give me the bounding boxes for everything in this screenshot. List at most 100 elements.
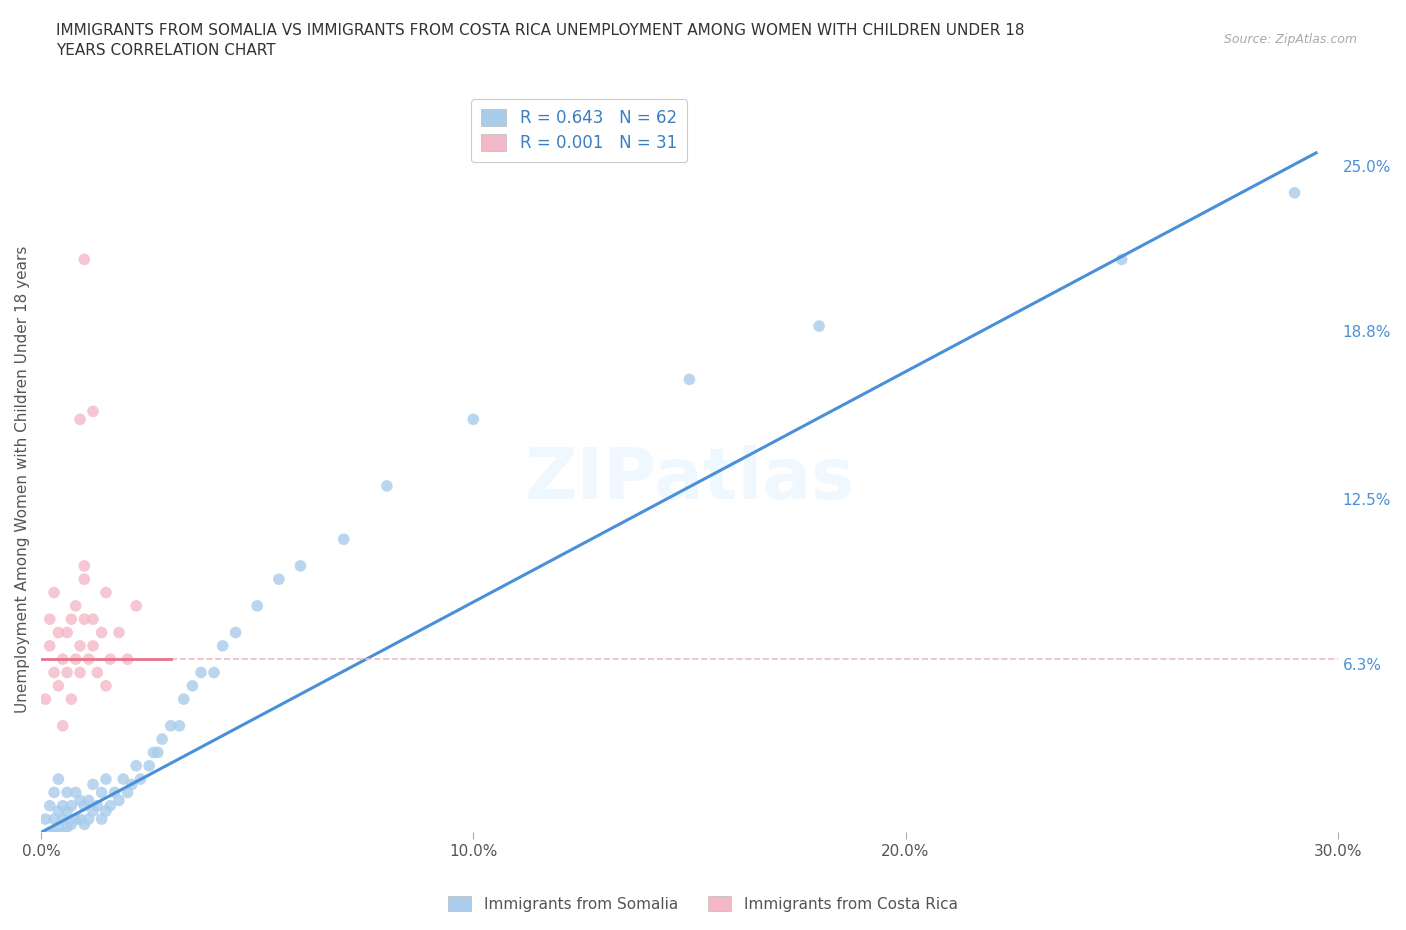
- Point: [94, 678, 117, 693]
- Point: [52, 812, 75, 827]
- Point: [56, 625, 79, 640]
- Point: [65, 785, 87, 800]
- Point: [77, 652, 100, 667]
- Point: [73, 252, 96, 267]
- Point: [112, 772, 135, 787]
- Point: [90, 625, 112, 640]
- Point: [94, 585, 117, 600]
- Text: ZIPatlas: ZIPatlas: [524, 445, 855, 513]
- Point: [48, 772, 70, 787]
- Point: [82, 612, 104, 627]
- Point: [159, 718, 181, 733]
- Point: [125, 598, 148, 613]
- Point: [86, 665, 108, 680]
- Point: [69, 665, 91, 680]
- Point: [108, 793, 131, 808]
- Point: [60, 798, 83, 813]
- Point: [56, 665, 79, 680]
- Point: [142, 745, 165, 760]
- Point: [52, 718, 75, 733]
- Point: [98, 798, 121, 813]
- Point: [73, 817, 96, 831]
- Text: IMMIGRANTS FROM SOMALIA VS IMMIGRANTS FROM COSTA RICA UNEMPLOYMENT AMONG WOMEN W: IMMIGRANTS FROM SOMALIA VS IMMIGRANTS FR…: [56, 23, 1025, 58]
- Point: [77, 793, 100, 808]
- Point: [82, 777, 104, 791]
- Point: [108, 625, 131, 640]
- Point: [103, 785, 125, 800]
- Point: [60, 692, 83, 707]
- Point: [1284, 185, 1306, 200]
- Point: [98, 652, 121, 667]
- Legend: R = 0.643   N = 62, R = 0.001   N = 31: R = 0.643 N = 62, R = 0.001 N = 31: [471, 100, 688, 162]
- Point: [808, 319, 831, 334]
- Point: [52, 825, 75, 840]
- Point: [211, 638, 233, 653]
- Point: [129, 772, 152, 787]
- Point: [69, 638, 91, 653]
- Point: [202, 665, 225, 680]
- Point: [42, 785, 65, 800]
- Text: Source: ZipAtlas.com: Source: ZipAtlas.com: [1223, 33, 1357, 46]
- Point: [56, 785, 79, 800]
- Point: [42, 812, 65, 827]
- Point: [86, 798, 108, 813]
- Point: [169, 718, 191, 733]
- Point: [138, 758, 160, 773]
- Point: [82, 638, 104, 653]
- Point: [42, 665, 65, 680]
- Point: [42, 825, 65, 840]
- Point: [94, 772, 117, 787]
- Point: [48, 819, 70, 834]
- Point: [56, 819, 79, 834]
- Y-axis label: Unemployment Among Women with Children Under 18 years: Unemployment Among Women with Children U…: [15, 246, 30, 713]
- Point: [267, 572, 290, 587]
- Point: [678, 372, 700, 387]
- Point: [48, 625, 70, 640]
- Point: [463, 412, 485, 427]
- Point: [60, 612, 83, 627]
- Point: [34, 692, 56, 707]
- Point: [52, 652, 75, 667]
- Point: [90, 785, 112, 800]
- Point: [52, 798, 75, 813]
- Point: [190, 665, 212, 680]
- Point: [375, 479, 398, 494]
- Point: [90, 812, 112, 827]
- Point: [65, 598, 87, 613]
- Point: [150, 732, 173, 747]
- Point: [65, 652, 87, 667]
- Point: [69, 793, 91, 808]
- Point: [1111, 252, 1133, 267]
- Point: [181, 678, 204, 693]
- Point: [48, 678, 70, 693]
- Point: [38, 825, 60, 840]
- Point: [38, 612, 60, 627]
- Point: [82, 404, 104, 418]
- Point: [38, 798, 60, 813]
- Point: [48, 804, 70, 818]
- Point: [125, 758, 148, 773]
- Point: [38, 638, 60, 653]
- Point: [332, 532, 354, 547]
- Point: [82, 804, 104, 818]
- Point: [73, 612, 96, 627]
- Point: [290, 558, 312, 573]
- Point: [65, 812, 87, 827]
- Point: [69, 412, 91, 427]
- Point: [117, 652, 139, 667]
- Point: [34, 812, 56, 827]
- Point: [69, 812, 91, 827]
- Point: [146, 745, 169, 760]
- Point: [60, 817, 83, 831]
- Point: [117, 785, 139, 800]
- Point: [94, 804, 117, 818]
- Point: [73, 558, 96, 573]
- Point: [246, 598, 269, 613]
- Point: [225, 625, 247, 640]
- Legend: Immigrants from Somalia, Immigrants from Costa Rica: Immigrants from Somalia, Immigrants from…: [443, 889, 963, 918]
- Point: [42, 585, 65, 600]
- Point: [56, 804, 79, 818]
- Point: [77, 812, 100, 827]
- Point: [73, 798, 96, 813]
- Point: [173, 692, 195, 707]
